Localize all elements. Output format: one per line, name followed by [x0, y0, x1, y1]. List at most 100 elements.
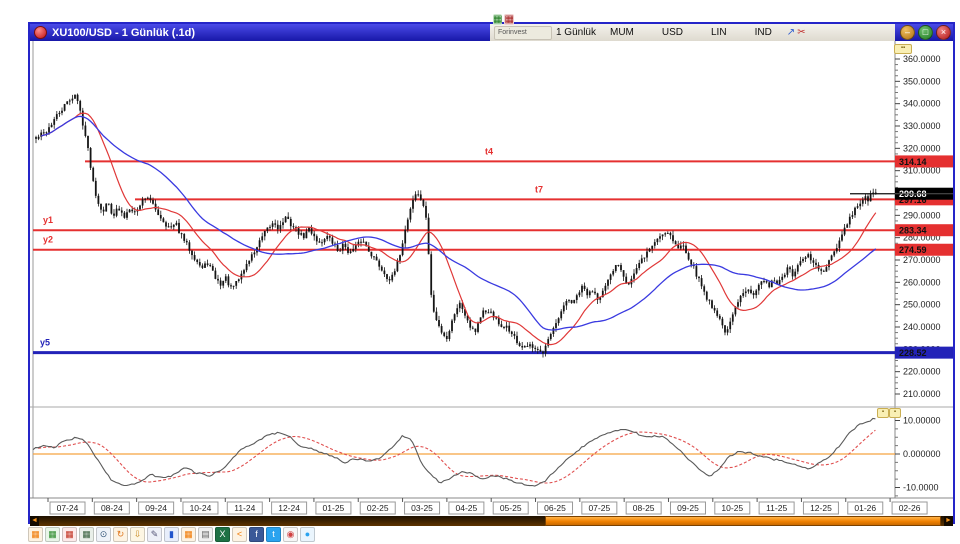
level-axis-label-y2: 274.59: [899, 245, 927, 255]
x-axis-label: 11-25: [766, 503, 787, 513]
x-axis-label: 07-25: [588, 503, 610, 513]
excel-icon[interactable]: X: [215, 527, 230, 542]
y-axis-tick-label: 280.0000: [903, 233, 941, 243]
x-axis-label-box: [758, 501, 795, 515]
x-axis-label: 03-25: [411, 503, 433, 513]
x-axis-label-box: [581, 501, 618, 515]
x-axis-label-box: [669, 501, 706, 515]
x-axis-label-box: [625, 501, 662, 515]
indicator-close-badge[interactable]: ▪: [889, 408, 901, 418]
title-bar[interactable]: XU100/USD - 1 Günlük (.1d) ▦▦Forinvest◳▣…: [30, 13, 953, 52]
x-axis-label: 10-25: [721, 503, 743, 513]
new-chart-icon[interactable]: ▦: [28, 527, 43, 542]
database-icon[interactable]: ▮: [164, 527, 179, 542]
toolbar-icon-group-right: ↗ ✂: [786, 26, 807, 39]
level-axis-label-y5: 228.52: [899, 348, 927, 358]
x-axis-label-box: [271, 501, 308, 515]
forinvest-button[interactable]: Forinvest: [494, 25, 552, 40]
twitter-icon[interactable]: t: [266, 527, 281, 542]
period-label[interactable]: 1 Günlük: [555, 27, 596, 38]
y-axis-tick-label: 330.0000: [903, 121, 941, 131]
app-icon: [34, 26, 47, 39]
x-axis-label: 05-25: [500, 503, 522, 513]
level-axis-box-y1: [895, 224, 953, 237]
chart-green-icon[interactable]: ▦: [45, 527, 60, 542]
y-axis-tick-label: 270.0000: [903, 255, 941, 265]
pin-icon[interactable]: ◉: [283, 527, 298, 542]
x-axis-label-box: [359, 501, 396, 515]
axis-settings-badge[interactable]: ▪▪: [894, 44, 912, 54]
x-axis-label-box: [847, 501, 884, 515]
chart-red-icon[interactable]: ▦: [62, 527, 77, 542]
indicator-button[interactable]: IND: [754, 27, 772, 38]
window-title: XU100/USD - 1 Günlük (.1d): [52, 26, 196, 39]
oscillator-signal-line: [38, 429, 876, 484]
indicator-settings-badge[interactable]: ▪: [877, 408, 889, 418]
y-axis-tick-label: 260.0000: [903, 277, 941, 287]
y-axis-tick-label: 210.0000: [903, 389, 941, 399]
chart-orange-icon[interactable]: ▦: [181, 527, 196, 542]
level-label-y2: y2: [43, 235, 53, 245]
x-axis-label-box: [93, 501, 130, 515]
zoom-icon[interactable]: ⊙: [96, 527, 111, 542]
x-axis-label-box: [182, 501, 219, 515]
y-axis-tick-label: 220.0000: [903, 367, 941, 377]
restore-button[interactable]: □: [918, 25, 933, 40]
x-axis-label: 10-24: [190, 503, 212, 513]
oscillator-tick-label: 0.000000: [903, 449, 941, 459]
x-axis-label: 07-24: [57, 503, 79, 513]
scrollbar-track[interactable]: [39, 516, 944, 526]
candle-mode-button[interactable]: MUM: [609, 27, 634, 38]
y-axis-tick-label: 360.0000: [903, 54, 941, 64]
x-axis-label-box: [714, 501, 751, 515]
chart-dark-icon[interactable]: ▦: [79, 527, 94, 542]
scroll-left-arrow[interactable]: ◄: [30, 516, 39, 526]
twitter-circle-icon[interactable]: ●: [300, 527, 315, 542]
scissors-icon[interactable]: ✂: [797, 27, 806, 38]
facebook-icon[interactable]: f: [249, 527, 264, 542]
x-axis-label: 12-24: [278, 503, 300, 513]
export-icon[interactable]: ⇩: [130, 527, 145, 542]
level-axis-label-t4: 314.14: [899, 157, 927, 167]
refresh-icon[interactable]: ↻: [113, 527, 128, 542]
level-label-y1: y1: [43, 215, 53, 225]
y-axis-tick-label: 350.0000: [903, 76, 941, 86]
close-button[interactable]: ×: [936, 25, 951, 40]
chart-area[interactable]: 360.0000 350.0000 340.0000 330.0000 320.0000…: [30, 41, 953, 526]
scale-button[interactable]: LIN: [711, 27, 727, 38]
bottom-icon-toolbar: ▦ ▦ ▦ ▦ ⊙ ↻ ⇩ ✎ ▮ ▦ ▤ X < f t ◉ ●: [28, 527, 315, 542]
x-axis-label-box: [226, 501, 263, 515]
x-axis-label: 08-24: [101, 503, 123, 513]
chart-canvas[interactable]: 360.0000 350.0000 340.0000 330.0000 320.0000…: [30, 41, 953, 516]
x-axis-label-box: [49, 501, 86, 515]
oscillator-tick-label: -10.0000: [903, 483, 939, 493]
chart-red-icon[interactable]: ▦: [504, 13, 514, 25]
level-axis-box-y5: [895, 346, 953, 359]
x-axis-label: 09-25: [677, 503, 699, 513]
x-axis-label: 06-25: [544, 503, 566, 513]
x-axis-label-box: [802, 501, 839, 515]
y-axis-tick-label: 310.0000: [903, 166, 941, 176]
oscillator-tick-label: 10.00000: [903, 416, 941, 426]
share-icon[interactable]: <: [232, 527, 247, 542]
x-axis-label: 11-24: [234, 503, 255, 513]
currency-button[interactable]: USD: [661, 27, 683, 38]
x-axis-label: 12-25: [810, 503, 832, 513]
link-arrow-icon[interactable]: ↗: [786, 27, 796, 38]
level-label-t7: t7: [535, 184, 543, 194]
x-axis-label-box: [404, 501, 441, 515]
chart-green-icon[interactable]: ▦: [493, 13, 503, 25]
y-axis-tick-label: 240.0000: [903, 322, 941, 332]
window-controls: – □ ×: [900, 25, 951, 40]
x-axis-label: 09-24: [145, 503, 167, 513]
x-axis-label: 08-25: [633, 503, 655, 513]
oscillator-line: [32, 417, 876, 487]
edit-page-icon[interactable]: ✎: [147, 527, 162, 542]
ma-fast-line: [41, 112, 877, 346]
y-axis-tick-label: 340.0000: [903, 99, 941, 109]
horizontal-scrollbar[interactable]: ◄ ►: [30, 516, 953, 526]
scroll-right-arrow[interactable]: ►: [944, 516, 953, 526]
print-icon[interactable]: ▤: [198, 527, 213, 542]
scrollbar-thumb[interactable]: [545, 516, 941, 526]
minimize-button[interactable]: –: [900, 25, 915, 40]
